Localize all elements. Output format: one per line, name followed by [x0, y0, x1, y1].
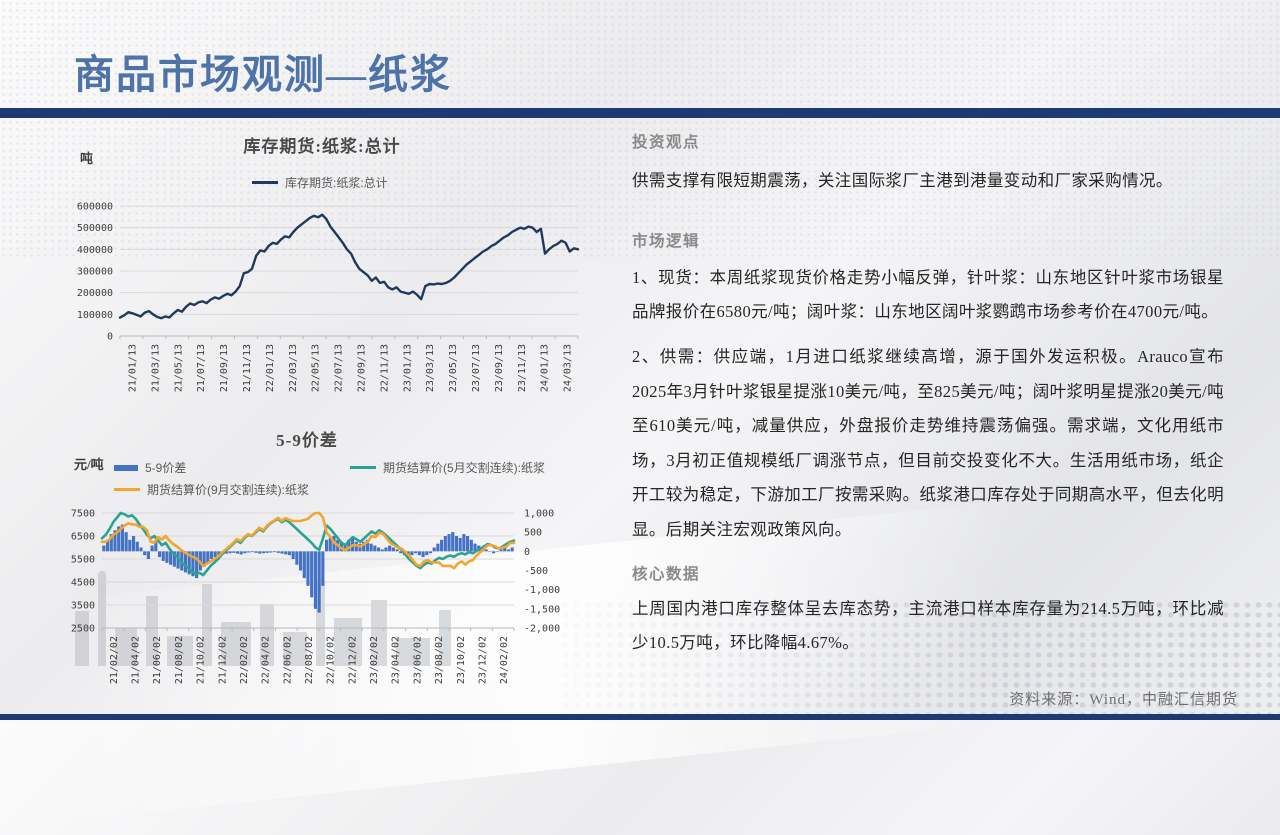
spread-bar-swatch-icon — [114, 464, 138, 471]
spread-legend-item-bar: 5-9价差 — [114, 459, 186, 476]
svg-text:23/01/13: 23/01/13 — [402, 344, 413, 392]
inventory-chart-unit: 吨 — [80, 151, 94, 166]
inventory-chart: 库存期货:纸浆:总计 吨 库存期货:纸浆:总计 600000 500000 4000… — [62, 132, 602, 412]
spread-legend-label: 5-9价差 — [145, 461, 187, 475]
commentary-column: 投资观点 供需支撑有限短期震荡，关注国际浆厂主港到港量变动和厂家采购情况。 市场… — [632, 130, 1224, 661]
svg-text:-500: -500 — [524, 566, 548, 577]
svg-text:2500: 2500 — [71, 624, 95, 635]
svg-text:22/10/02: 22/10/02 — [326, 636, 337, 684]
svg-text:22/06/02: 22/06/02 — [282, 636, 293, 684]
svg-text:200000: 200000 — [77, 288, 113, 299]
svg-text:21/04/02: 21/04/02 — [131, 636, 142, 684]
spread-chart-svg: 7500 6500 5500 4500 3500 2500 1,000 500 0 -500 -1,… — [71, 509, 560, 685]
view-body-text: 供需支撑有限短期震荡，关注国际浆厂主港到港量变动和厂家采购情况。 — [632, 171, 1173, 190]
svg-text:21/12/02: 21/12/02 — [217, 636, 228, 684]
svg-text:21/02/02: 21/02/02 — [109, 636, 120, 684]
svg-text:21/01/13: 21/01/13 — [127, 344, 138, 392]
spread-legend-item-may: 期货结算价(5月交割连续):纸浆 — [350, 459, 545, 476]
spread-chart: 5-9价差 元/吨 5-9价差 期货结算价(5月交割连续):纸浆 期货结算价(9… — [62, 426, 662, 706]
may-legend-label: 期货结算价(5月交割连续):纸浆 — [383, 461, 546, 475]
svg-text:23/06/02: 23/06/02 — [412, 636, 423, 684]
svg-text:24/01/13: 24/01/13 — [540, 344, 551, 392]
svg-text:22/11/13: 22/11/13 — [379, 344, 390, 392]
svg-text:3500: 3500 — [71, 601, 95, 612]
svg-text:4500: 4500 — [71, 578, 95, 589]
svg-text:400000: 400000 — [77, 245, 113, 256]
inventory-chart-title: 库存期货:纸浆:总计 — [243, 137, 401, 156]
header-divider-bar — [0, 108, 1280, 118]
svg-text:22/03/13: 22/03/13 — [288, 344, 299, 392]
inventory-line-swatch-icon — [252, 181, 278, 184]
logic-paragraph-1: 1、现货：本周纸浆现货价格走势小幅反弹，针叶浆：山东地区针叶浆市场银星品牌报价在… — [632, 267, 1224, 322]
page-title: 商品市场观测—纸浆 — [74, 52, 452, 97]
svg-text:100000: 100000 — [77, 310, 113, 321]
svg-text:22/04/02: 22/04/02 — [261, 636, 272, 684]
svg-text:21/10/02: 21/10/02 — [196, 636, 207, 684]
svg-text:-1,000: -1,000 — [524, 585, 560, 596]
svg-text:22/07/13: 22/07/13 — [334, 344, 345, 392]
spread-chart-title: 5-9价差 — [276, 431, 338, 450]
svg-text:6500: 6500 — [71, 532, 95, 543]
section-heading-view: 投资观点 — [632, 134, 701, 151]
svg-text:21/07/13: 21/07/13 — [196, 344, 207, 392]
svg-text:23/07/13: 23/07/13 — [471, 344, 482, 392]
svg-text:0: 0 — [107, 332, 113, 343]
svg-text:21/06/02: 21/06/02 — [152, 636, 163, 684]
svg-text:21/11/13: 21/11/13 — [242, 344, 253, 392]
svg-text:23/02/02: 23/02/02 — [369, 636, 380, 684]
section-heading-core: 核心数据 — [632, 565, 701, 583]
svg-text:24/02/02: 24/02/02 — [499, 636, 510, 684]
may-line-swatch-icon — [350, 466, 376, 469]
svg-text:500000: 500000 — [77, 223, 113, 234]
svg-text:23/12/02: 23/12/02 — [477, 636, 488, 684]
svg-text:23/11/13: 23/11/13 — [517, 344, 528, 392]
svg-text:22/08/02: 22/08/02 — [304, 636, 315, 684]
svg-text:500: 500 — [524, 528, 542, 539]
svg-text:5500: 5500 — [71, 555, 95, 566]
svg-text:300000: 300000 — [77, 267, 113, 278]
svg-text:23/10/02: 23/10/02 — [456, 636, 467, 684]
core-data-text: 上周国内港口库存整体呈去库态势，主流港口样本库存量为214.5万吨，环比减少10… — [632, 598, 1224, 653]
svg-text:-1,500: -1,500 — [524, 604, 560, 615]
svg-text:23/08/02: 23/08/02 — [434, 636, 445, 684]
spread-legend-item-sep: 期货结算价(9月交割连续):纸浆 — [114, 481, 309, 498]
sep-legend-label: 期货结算价(9月交割连续):纸浆 — [147, 483, 310, 497]
svg-text:24/03/13: 24/03/13 — [563, 344, 574, 392]
svg-text:0: 0 — [524, 547, 530, 558]
svg-text:22/09/13: 22/09/13 — [356, 344, 367, 392]
svg-text:23/09/13: 23/09/13 — [494, 344, 505, 392]
svg-text:22/01/13: 22/01/13 — [265, 344, 276, 392]
bottom-bar — [0, 714, 1280, 720]
svg-text:21/03/13: 21/03/13 — [150, 344, 161, 392]
inventory-legend-label: 库存期货:纸浆:总计 — [285, 176, 388, 190]
svg-text:21/05/13: 21/05/13 — [173, 344, 184, 392]
svg-text:22/02/02: 22/02/02 — [239, 636, 250, 684]
svg-text:600000: 600000 — [77, 202, 113, 213]
spread-chart-unit: 元/吨 — [74, 457, 104, 472]
section-heading-logic: 市场逻辑 — [632, 232, 701, 250]
source-note: 资料来源：Wind，中融汇信期货 — [1009, 692, 1238, 708]
svg-text:21/09/13: 21/09/13 — [219, 344, 230, 392]
svg-text:22/05/13: 22/05/13 — [311, 344, 322, 392]
inventory-legend-item: 库存期货:纸浆:总计 — [252, 174, 388, 191]
svg-text:23/03/13: 23/03/13 — [425, 344, 436, 392]
svg-text:1,000: 1,000 — [524, 509, 554, 520]
svg-text:22/12/02: 22/12/02 — [347, 636, 358, 684]
svg-text:23/05/13: 23/05/13 — [448, 344, 459, 392]
inventory-chart-svg: 600000 500000 400000 300000 200000 100000 0 21/… — [77, 202, 580, 392]
svg-text:21/08/02: 21/08/02 — [174, 636, 185, 684]
svg-text:7500: 7500 — [71, 509, 95, 520]
svg-text:-2,000: -2,000 — [524, 624, 560, 635]
svg-text:23/04/02: 23/04/02 — [391, 636, 402, 684]
sep-line-swatch-icon — [114, 488, 140, 491]
logic-paragraph-2: 2、供需：供应端，1月进口纸浆继续高增，源于国外发运积极。Arauco宣布202… — [632, 346, 1224, 540]
